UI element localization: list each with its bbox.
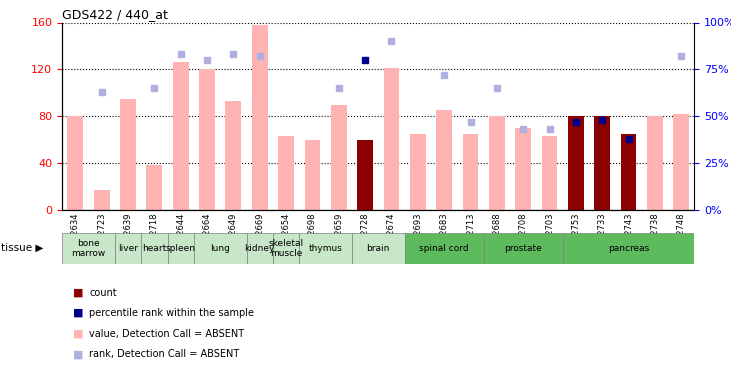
Bar (515, 128, 531, 210)
Bar (352, 233, 405, 264)
Bar (194, 233, 246, 264)
Bar (305, 140, 320, 210)
Text: ■: ■ (73, 308, 83, 318)
Text: percentile rank within the sample: percentile rank within the sample (89, 308, 254, 318)
Text: bone
marrow: bone marrow (72, 239, 105, 258)
Text: spleen: spleen (166, 244, 196, 253)
Bar (225, 101, 241, 210)
Bar (384, 68, 399, 210)
Text: ■: ■ (73, 350, 83, 359)
Bar (67, 116, 83, 210)
Bar (167, 233, 194, 264)
Text: rank, Detection Call = ABSENT: rank, Detection Call = ABSENT (89, 350, 240, 359)
Text: ■: ■ (73, 329, 83, 339)
Bar (563, 233, 694, 264)
Bar (357, 140, 373, 210)
Bar (146, 165, 162, 210)
Bar (141, 233, 167, 264)
Text: prostate: prostate (504, 244, 542, 253)
Text: GDS422 / 440_at: GDS422 / 440_at (62, 8, 168, 21)
Text: count: count (89, 288, 117, 297)
Bar (410, 134, 425, 210)
Bar (621, 134, 637, 210)
Bar (173, 62, 189, 210)
Text: heart: heart (143, 244, 167, 253)
Text: tissue ▶: tissue ▶ (1, 243, 44, 253)
Bar (199, 69, 215, 210)
Bar (489, 116, 504, 210)
Text: lung: lung (211, 244, 230, 253)
Bar (542, 136, 558, 210)
Text: skeletal
muscle: skeletal muscle (268, 239, 303, 258)
Bar (279, 136, 294, 210)
Bar (463, 134, 478, 210)
Bar (436, 110, 452, 210)
Bar (246, 233, 273, 264)
Bar (62, 233, 115, 264)
Bar (331, 105, 346, 210)
Bar (251, 25, 268, 210)
Bar (673, 114, 689, 210)
Bar (405, 233, 484, 264)
Text: spinal cord: spinal cord (420, 244, 469, 253)
Bar (647, 116, 663, 210)
Text: brain: brain (367, 244, 390, 253)
Bar (273, 233, 299, 264)
Text: pancreas: pancreas (608, 244, 649, 253)
Bar (299, 233, 352, 264)
Bar (94, 190, 110, 210)
Text: thymus: thymus (308, 244, 343, 253)
Bar (594, 116, 610, 210)
Text: ■: ■ (73, 288, 83, 297)
Bar (568, 116, 584, 210)
Text: liver: liver (118, 244, 138, 253)
Bar (115, 233, 141, 264)
Text: kidney: kidney (245, 244, 275, 253)
Text: value, Detection Call = ABSENT: value, Detection Call = ABSENT (89, 329, 244, 339)
Bar (484, 233, 563, 264)
Bar (120, 99, 136, 210)
